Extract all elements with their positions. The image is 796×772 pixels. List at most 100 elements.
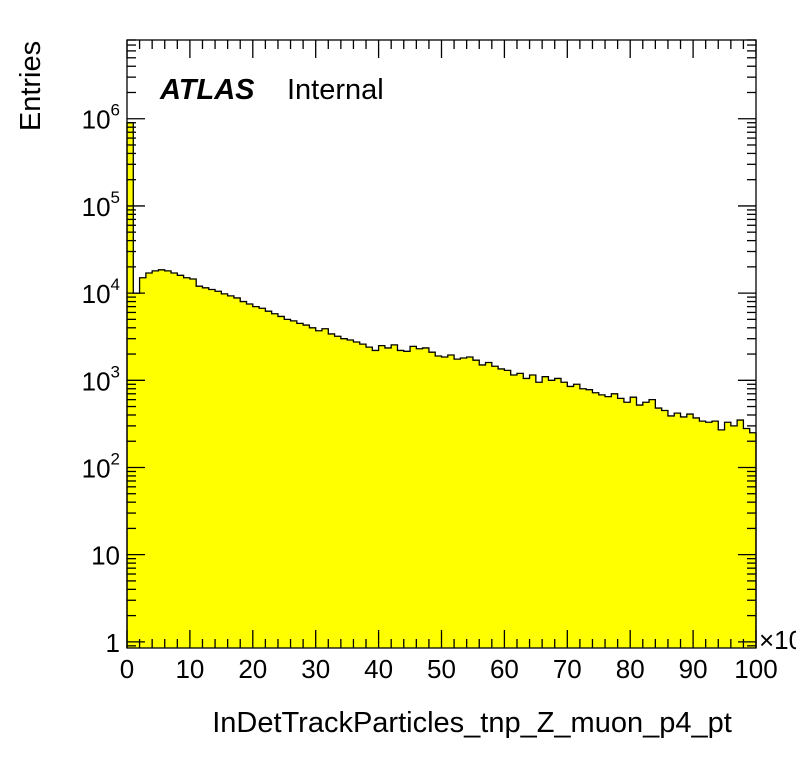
x-tick-label: 30 [301,654,330,684]
x-axis-ticks [126,40,757,648]
histogram-bin [303,325,311,648]
histogram-bin [422,347,430,648]
histogram-bin [384,347,392,648]
histogram-bin [183,277,191,648]
histogram-bin [435,355,443,648]
histogram-bin [535,382,543,648]
x-axis-title: InDetTrackParticles_tnp_Z_muon_p4_pt [212,707,732,739]
histogram-bin [573,384,581,648]
histogram-bin [397,350,405,648]
histogram-bin [171,273,178,648]
histogram-bin [693,417,700,648]
histogram-bin [674,413,682,648]
histogram-bin [561,382,568,648]
histogram-bin [730,425,738,648]
histogram-bin [630,397,638,648]
histogram-bin [177,275,185,648]
histogram-bin [498,368,505,648]
histogram-bin [542,376,550,648]
histogram-bin [649,399,656,648]
histogram-bin [504,370,512,648]
histogram-bin [233,297,241,648]
histogram-bin [749,432,757,648]
histogram-bin [328,333,336,648]
x-tick-label: 40 [364,654,393,684]
histogram-bin [567,386,575,648]
y-tick-label: 105 [82,188,120,222]
y-tick-label: 1 [106,628,120,658]
histogram-bin [265,311,273,648]
histogram-bin [334,336,342,648]
y-axis-tick-labels: 1 10 102 103 104 105 106 [82,101,120,658]
histogram-bin [321,328,329,648]
histogram-bin [428,352,436,648]
histogram-bin [133,293,141,648]
histogram-bin [743,428,751,648]
x-tick-label: 50 [427,654,456,684]
x-axis-tick-labels: 0 10 20 30 40 50 60 70 80 90 100 [120,654,778,684]
histogram-bin [523,378,531,648]
histogram-bin [252,306,260,648]
y-tick-label: 103 [82,362,120,396]
histogram-bin [139,277,147,648]
histogram-bin [372,350,380,648]
histogram-bin [447,355,455,648]
histogram-bin [277,316,285,648]
histogram-bin [145,273,153,648]
histogram-bin [592,392,600,648]
histogram-bin [579,388,587,648]
histogram-bin [221,293,229,648]
histogram-bin [472,360,480,648]
histogram-bin [403,351,411,648]
histogram-bin [366,347,373,648]
histogram-bin [271,313,279,648]
x-tick-label: 20 [238,654,267,684]
y-tick-label: 106 [82,101,120,135]
atlas-label: ATLAS [159,74,255,106]
y-tick-label: 10 [91,541,120,571]
histogram-bin [642,402,650,648]
histogram-bin [516,373,524,648]
histogram-bin [623,402,631,648]
histogram-bin [548,380,556,648]
histogram-bin [611,393,619,648]
histogram-bin [227,295,235,648]
histogram-bin [359,344,367,648]
histogram-bin [680,416,688,648]
histogram-bin [196,286,204,648]
histogram-bin [259,308,266,648]
x-tick-label: 80 [616,654,645,684]
y-tick-label: 104 [82,275,120,309]
histogram-bin [686,414,694,648]
histogram-bin [586,389,594,648]
histogram-bin [164,270,172,648]
histogram-bin [416,348,424,648]
x-axis-multiplier: ×10 [759,625,796,655]
histogram-bin [491,366,499,648]
x-tick-label: 70 [553,654,582,684]
x-tick-label: 100 [734,654,777,684]
histogram-bin [347,339,355,648]
histogram-bin [699,421,707,648]
histogram-bin [340,338,348,648]
histogram-bin [636,405,644,648]
histogram-bin [202,287,210,648]
histogram-bin [378,345,386,648]
histogram-bin [441,356,449,648]
histogram-bin [284,319,292,648]
histogram-bin [718,429,726,648]
histogram-bin [485,362,493,648]
histogram-bin [454,359,461,648]
histogram-bin [661,410,669,648]
histogram-bin [737,420,745,648]
histogram-bin [240,301,248,648]
y-tick-label: 102 [82,449,120,483]
histogram-bin [309,327,317,648]
histogram-bin [479,364,487,648]
histogram-bin [655,408,663,648]
histogram-bin [410,346,417,648]
histogram-bin [529,374,537,648]
x-tick-label: 10 [175,654,204,684]
x-tick-label: 60 [490,654,519,684]
